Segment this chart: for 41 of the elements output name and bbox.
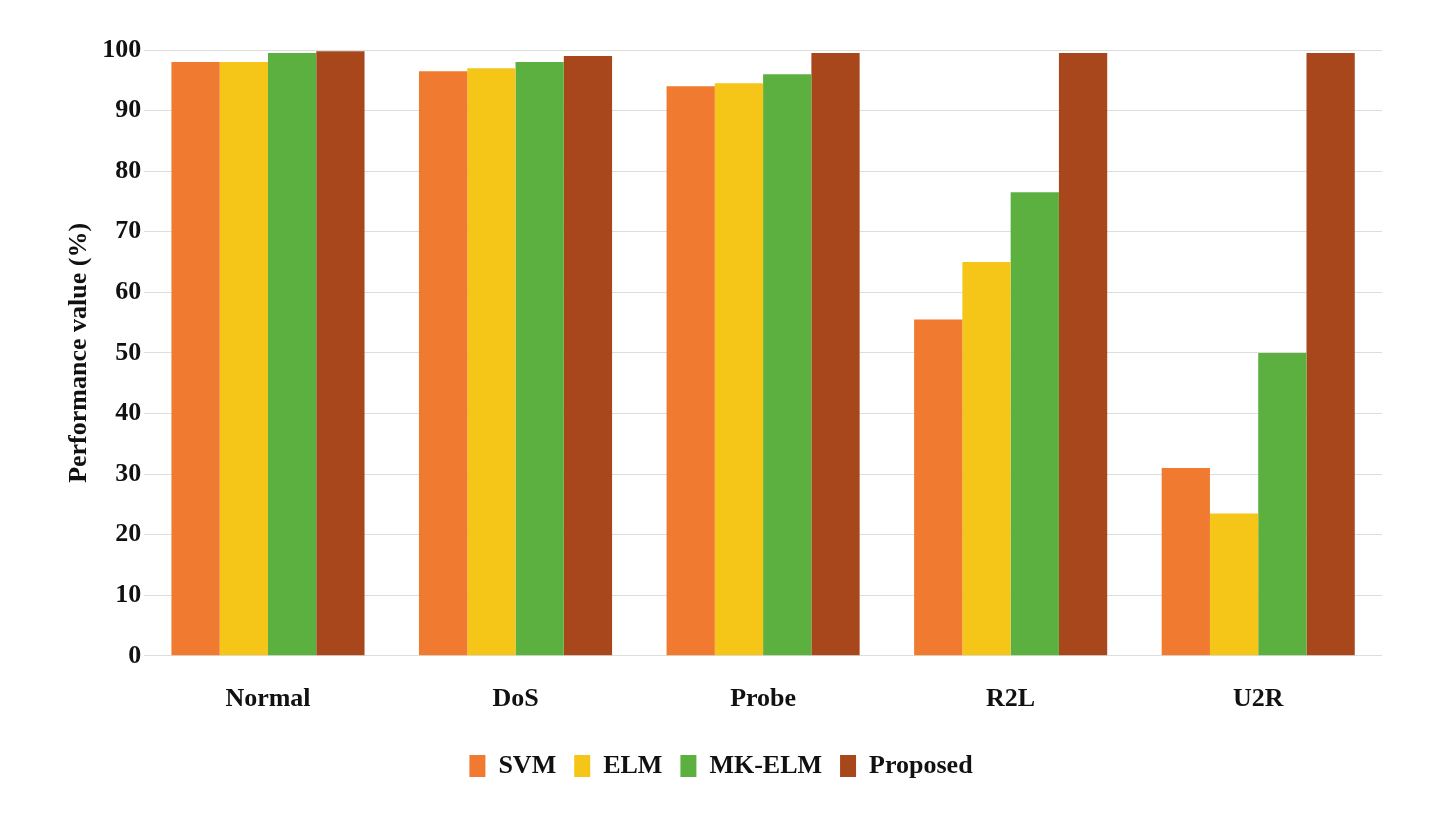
y-tick-label: 50: [115, 336, 142, 366]
bar: [1258, 352, 1307, 656]
bar: [171, 62, 220, 656]
y-tick-label: 100: [102, 33, 142, 63]
bar: [811, 53, 860, 656]
bar: [714, 83, 764, 656]
bar: [219, 62, 268, 656]
y-tick-label: 70: [115, 215, 142, 245]
x-tick-label: DoS: [492, 683, 539, 713]
x-tick-label: U2R: [1232, 683, 1284, 713]
y-tick-label: 20: [115, 518, 142, 548]
legend-label: ELM: [603, 749, 663, 779]
bar: [1010, 192, 1059, 656]
y-axis-title: Performance value (%): [63, 222, 93, 483]
x-tick-label: R2L: [986, 683, 1036, 713]
bar: [1306, 53, 1355, 656]
bar: [1161, 468, 1210, 656]
y-tick-label: 60: [115, 276, 142, 306]
y-tick-label: 30: [115, 457, 142, 487]
bar: [962, 262, 1011, 656]
bar: [1209, 513, 1259, 656]
bar: [914, 319, 963, 656]
bar: [666, 86, 715, 656]
legend-label: Proposed: [869, 749, 974, 779]
bar: [563, 56, 613, 656]
y-tick-label: 40: [115, 397, 142, 427]
y-tick-label: 80: [115, 154, 142, 184]
bar: [467, 68, 516, 656]
x-tick-label: Probe: [730, 683, 797, 713]
bar: [1058, 53, 1108, 656]
y-tick-label: 0: [128, 639, 142, 669]
y-tick-label: 10: [115, 578, 142, 608]
legend-label: MK-ELM: [709, 749, 823, 779]
y-tick-label: 90: [115, 94, 142, 124]
bar: [267, 53, 317, 656]
x-tick-label: Normal: [225, 683, 311, 713]
bar: [418, 71, 468, 656]
bar: [316, 51, 365, 656]
bar: [515, 62, 564, 656]
bar: [763, 74, 812, 656]
legend-label: SVM: [498, 749, 557, 779]
